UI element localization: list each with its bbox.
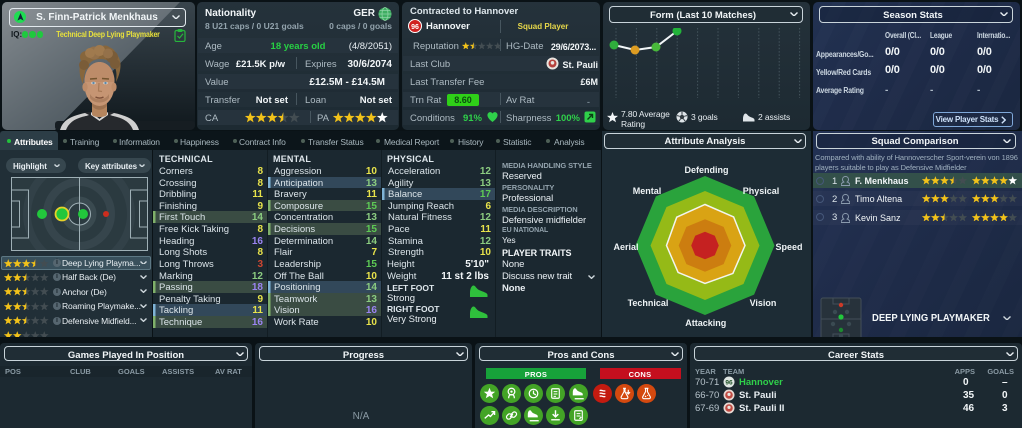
svg-text:96: 96 bbox=[411, 24, 419, 31]
svg-text:96: 96 bbox=[725, 379, 733, 386]
